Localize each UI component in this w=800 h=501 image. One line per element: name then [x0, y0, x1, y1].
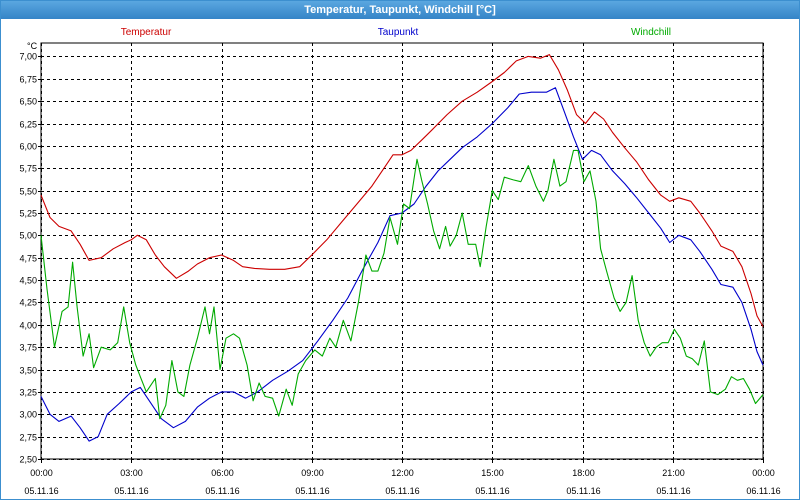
- x-tick-date: 05.11.16: [475, 486, 509, 496]
- y-tick-label: 6,25: [19, 120, 37, 130]
- plot-area: [40, 42, 764, 460]
- x-tick-time: 00:00: [752, 468, 775, 478]
- y-tick-label: 5,50: [19, 187, 37, 197]
- x-tick-time: 00:00: [30, 468, 53, 478]
- x-tick-time: 18:00: [572, 468, 595, 478]
- legend-taupunkt: Taupunkt: [378, 27, 419, 38]
- series-line-taupunkt: [40, 87, 764, 442]
- x-tick-date: 05.11.16: [385, 486, 419, 496]
- x-tick-time: 21:00: [662, 468, 685, 478]
- x-tick-time: 03:00: [120, 468, 143, 478]
- y-axis-label: °C: [27, 41, 38, 51]
- y-tick-label: 3,00: [19, 410, 37, 420]
- x-tick-time: 15:00: [481, 468, 504, 478]
- y-tick-label: 4,25: [19, 298, 37, 308]
- y-tick-label: 2,75: [19, 433, 37, 443]
- y-tick-label: 5,25: [19, 209, 37, 219]
- x-tick-date: 05.11.16: [656, 486, 690, 496]
- y-tick-label: 4,75: [19, 254, 37, 264]
- y-tick-label: 5,00: [19, 231, 37, 241]
- y-tick-label: 5,75: [19, 164, 37, 174]
- y-tick-label: 4,00: [19, 321, 37, 331]
- x-tick-date: 06.11.16: [746, 486, 780, 496]
- y-tick-label: 7,00: [19, 52, 37, 62]
- y-tick-label: 4,50: [19, 276, 37, 286]
- x-tick-date: 05.11.16: [295, 486, 329, 496]
- x-tick-time: 12:00: [391, 468, 414, 478]
- series-line-windchill: [40, 149, 764, 420]
- window-title: Temperatur, Taupunkt, Windchill [°C]: [1, 1, 799, 19]
- x-tick-date: 05.11.16: [566, 486, 600, 496]
- y-tick-label: 6,00: [19, 142, 37, 152]
- y-tick-label: 6,50: [19, 97, 37, 107]
- legend-windchill: Windchill: [631, 27, 671, 38]
- x-tick-time: 06:00: [211, 468, 234, 478]
- y-tick-label: 3,50: [19, 366, 37, 376]
- x-tick-date: 05.11.16: [114, 486, 148, 496]
- y-tick-label: 6,75: [19, 75, 37, 85]
- series-line-temperatur: [40, 54, 764, 327]
- y-tick-label: 2,50: [19, 455, 37, 465]
- x-tick-date: 05.11.16: [24, 486, 58, 496]
- x-tick-time: 09:00: [301, 468, 324, 478]
- legend-temperatur: Temperatur: [121, 27, 172, 38]
- x-tick-date: 05.11.16: [205, 486, 239, 496]
- y-tick-label: 3,75: [19, 343, 37, 353]
- y-tick-label: 3,25: [19, 388, 37, 398]
